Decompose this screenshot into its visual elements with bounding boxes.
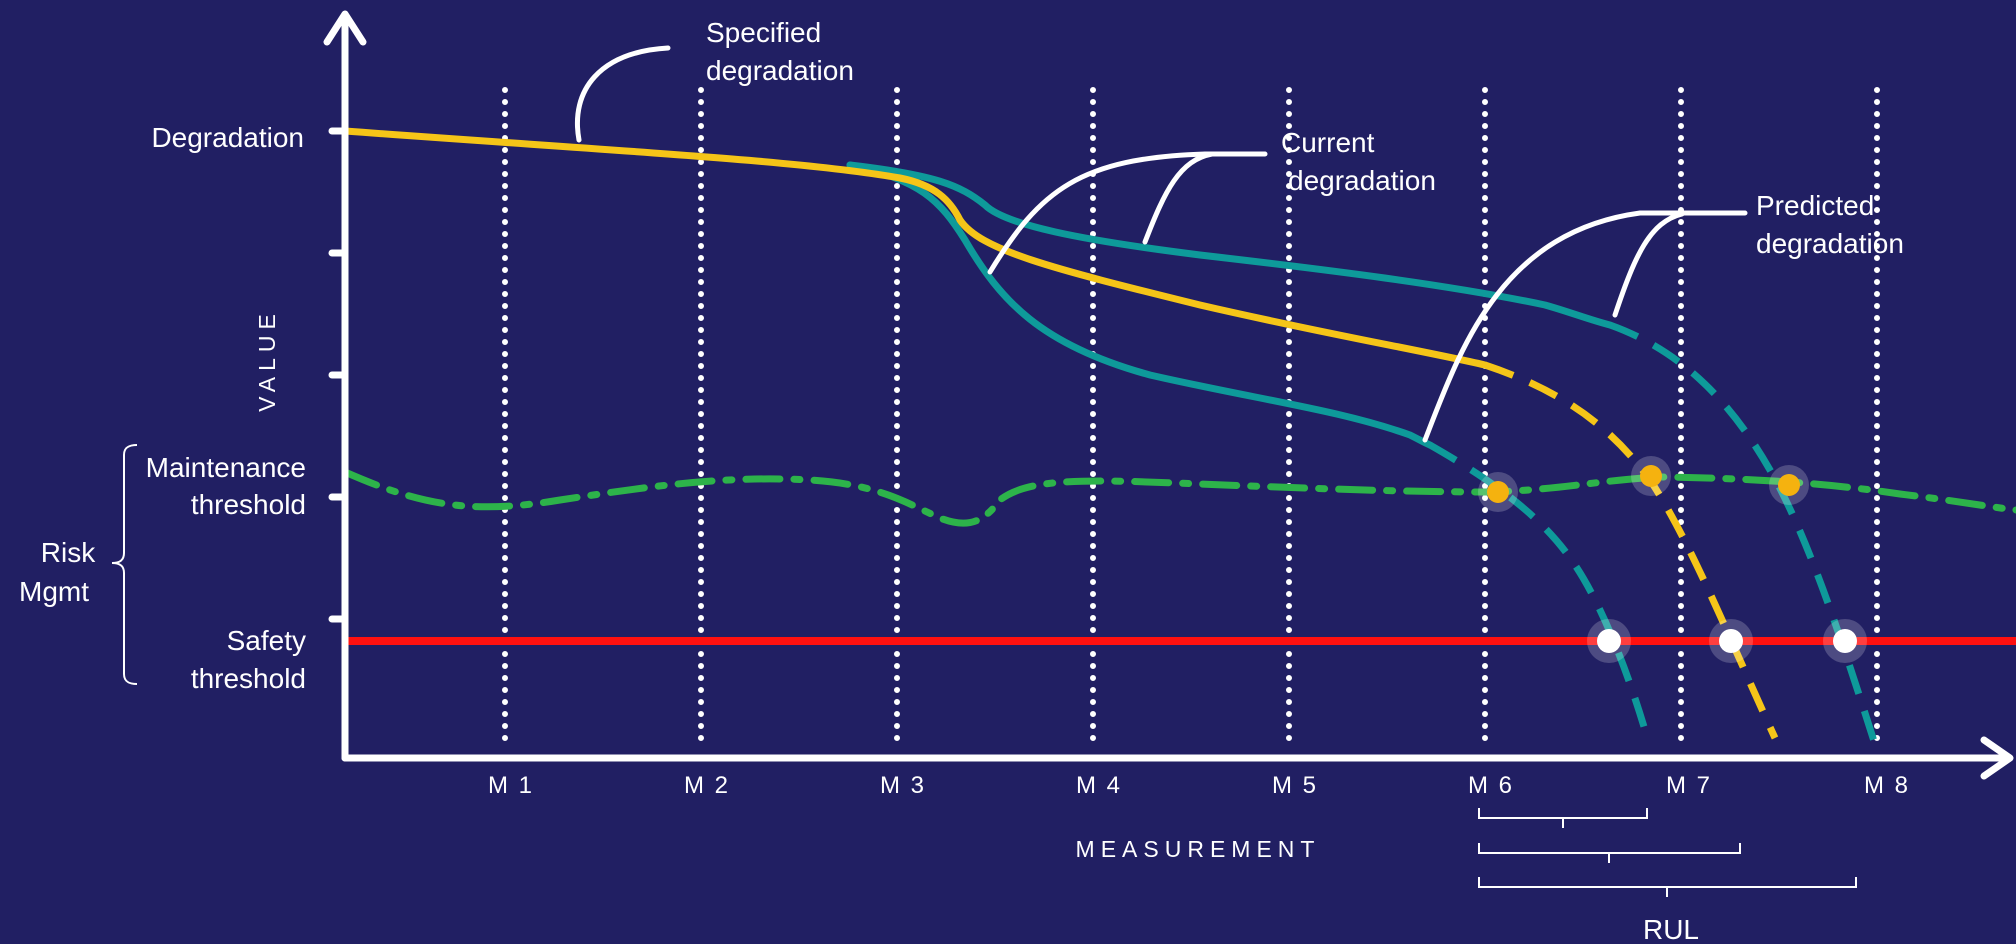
- predicted-leader-b: [1612, 211, 1685, 318]
- predicted-leader-a: [1422, 210, 1748, 443]
- risk-mgmt-label-line1: Risk: [41, 537, 96, 568]
- y-label-maintenance-line2: threshold: [191, 489, 306, 520]
- safety-marker-dot: [1833, 629, 1857, 653]
- y-label-safety-line2: threshold: [191, 663, 306, 694]
- x-tick-m5: M 5: [1272, 772, 1318, 799]
- maintenance-marker-dot: [1640, 465, 1662, 487]
- callout-specified-line1: Specified: [706, 17, 821, 48]
- maintenance-marker-dot: [1778, 474, 1800, 496]
- x-tick-m8: M 8: [1864, 772, 1910, 799]
- callout-predicted-line1: Predicted: [1756, 190, 1874, 221]
- x-tick-m1: M 1: [488, 772, 534, 799]
- predicted-degradation-lower: [1428, 441, 1649, 732]
- maintenance-threshold-line: [341, 468, 2016, 527]
- y-label-safety-line1: Safety: [227, 625, 306, 656]
- current-leader-b: [1142, 151, 1215, 245]
- rul-bracket-1: [1478, 808, 1648, 828]
- rul-brackets: [1478, 808, 1857, 897]
- maintenance-markers: [1478, 456, 1809, 512]
- safety-marker-dot: [1597, 629, 1621, 653]
- callout-current-line2: degradation: [1288, 165, 1436, 196]
- x-tick-m4: M 4: [1076, 772, 1122, 799]
- x-tick-m7: M 7: [1666, 772, 1712, 799]
- rul-bracket-2: [1478, 843, 1741, 863]
- safety-marker-dot: [1719, 629, 1743, 653]
- current-degradation-upper: [846, 161, 1614, 329]
- risk-mgmt-brace: [111, 444, 138, 685]
- callout-leaders: [575, 45, 1748, 443]
- x-axis-title: MEASUREMENT: [1076, 836, 1321, 862]
- x-tick-m6: M 6: [1468, 772, 1514, 799]
- measurement-gridlines: [502, 87, 1880, 751]
- x-axis-arrow: [1980, 736, 2014, 780]
- maintenance-marker-dot: [1487, 481, 1509, 503]
- risk-mgmt-label-line2: Mgmt: [19, 576, 89, 607]
- rul-label: RUL: [1643, 914, 1699, 944]
- x-tick-m3: M 3: [880, 772, 926, 799]
- current-degradation-lower: [846, 161, 1434, 449]
- axes: [323, 10, 2014, 780]
- y-axis-title: VALUE: [254, 308, 280, 412]
- callout-predicted-line2: degradation: [1756, 228, 1904, 259]
- y-label-degradation: Degradation: [151, 122, 304, 153]
- predicted-degradation-upper: [1608, 321, 1884, 762]
- safety-markers: [1587, 619, 1867, 663]
- predicted-degradation-specified: [1483, 361, 1779, 740]
- callout-specified-line2: degradation: [706, 55, 854, 86]
- y-axis-arrow: [323, 10, 367, 46]
- x-tick-m2: M 2: [684, 772, 730, 799]
- y-label-maintenance-line1: Maintenance: [146, 452, 306, 483]
- callout-current-line1: Current: [1281, 127, 1375, 158]
- rul-bracket-3: [1478, 877, 1857, 897]
- specified-leader: [575, 45, 671, 143]
- x-tick-labels: M 1 M 2 M 3 M 4 M 5 M 6 M 7 M 8: [488, 772, 1910, 799]
- specified-degradation-curve: [341, 127, 1489, 369]
- current-leader-a: [987, 151, 1268, 275]
